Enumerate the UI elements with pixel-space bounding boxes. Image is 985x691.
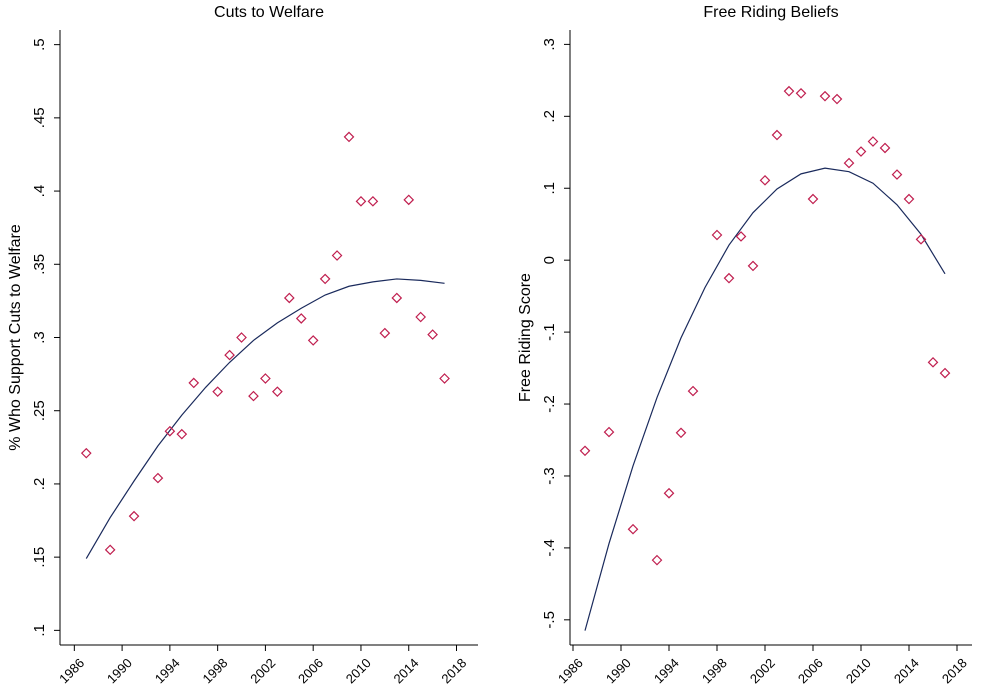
x-tick-label: 1998 bbox=[699, 655, 730, 686]
y-tick-label: .45 bbox=[31, 107, 48, 128]
point bbox=[427, 329, 438, 340]
point bbox=[735, 231, 747, 242]
point bbox=[212, 386, 223, 398]
point bbox=[343, 131, 355, 143]
y-tick-label: .3 bbox=[31, 331, 48, 344]
chart-title: Free Riding Beliefs bbox=[703, 4, 838, 21]
point bbox=[843, 157, 855, 169]
point bbox=[819, 90, 831, 102]
x-tick-label: 2002 bbox=[247, 655, 278, 686]
x-tick-label: 1994 bbox=[651, 655, 682, 686]
point bbox=[128, 510, 140, 522]
point bbox=[759, 174, 771, 186]
y-tick-label: -.4 bbox=[541, 539, 558, 557]
y-tick-label: -.2 bbox=[541, 395, 558, 413]
y-tick-label: .15 bbox=[31, 547, 48, 568]
point bbox=[915, 233, 927, 245]
point bbox=[771, 129, 783, 141]
point bbox=[939, 367, 951, 379]
point bbox=[651, 554, 663, 566]
point bbox=[355, 195, 367, 207]
point bbox=[783, 85, 795, 97]
point bbox=[879, 142, 891, 154]
y-axis-label: % Who Support Cuts to Welfare bbox=[7, 224, 24, 451]
y-tick-label: .2 bbox=[31, 478, 48, 491]
point bbox=[272, 386, 283, 398]
point bbox=[415, 311, 427, 323]
fit-line bbox=[584, 167, 946, 631]
point bbox=[260, 373, 271, 384]
y-axis-label: Free Riding Score bbox=[517, 273, 534, 402]
point bbox=[80, 447, 92, 459]
point bbox=[855, 146, 867, 157]
point bbox=[295, 313, 307, 324]
point bbox=[795, 87, 807, 99]
point bbox=[391, 292, 403, 304]
point bbox=[579, 445, 591, 457]
point bbox=[663, 487, 675, 499]
point bbox=[747, 260, 759, 272]
y-tick-label: .35 bbox=[31, 254, 48, 275]
x-tick-label: 2014 bbox=[391, 655, 422, 686]
y-tick-label: .1 bbox=[31, 624, 48, 637]
x-tick-label: 1994 bbox=[152, 655, 183, 686]
point bbox=[687, 385, 699, 397]
point bbox=[627, 523, 639, 535]
x-tick-label: 1998 bbox=[199, 655, 230, 686]
point bbox=[236, 332, 247, 343]
x-tick-label: 1986 bbox=[56, 655, 87, 686]
point bbox=[403, 194, 415, 206]
y-tick-label: .2 bbox=[541, 110, 558, 123]
point bbox=[439, 373, 450, 384]
y-tick-label: 0 bbox=[541, 256, 558, 264]
y-tick-label: .4 bbox=[31, 185, 48, 198]
x-tick-label: 1990 bbox=[104, 655, 135, 686]
chart-title: Cuts to Welfare bbox=[214, 4, 324, 21]
point bbox=[104, 544, 116, 556]
point bbox=[379, 327, 391, 339]
x-tick-label: 2002 bbox=[747, 655, 778, 686]
y-tick-label: .3 bbox=[541, 38, 558, 51]
y-tick-label: -.3 bbox=[541, 467, 558, 485]
point bbox=[224, 349, 235, 361]
point bbox=[831, 93, 843, 105]
point bbox=[307, 335, 319, 346]
point bbox=[723, 272, 735, 284]
point bbox=[711, 229, 723, 241]
point bbox=[164, 425, 176, 437]
x-tick-label: 2010 bbox=[843, 655, 874, 686]
y-tick-label: .25 bbox=[31, 400, 48, 421]
point bbox=[807, 193, 819, 205]
point bbox=[903, 193, 915, 205]
point bbox=[891, 169, 903, 180]
x-tick-label: 2006 bbox=[795, 655, 826, 686]
x-tick-label: 2010 bbox=[343, 655, 374, 686]
point bbox=[603, 426, 615, 438]
x-tick-label: 2014 bbox=[891, 655, 922, 686]
point bbox=[319, 273, 331, 285]
y-tick-label: -.5 bbox=[541, 611, 558, 629]
point bbox=[331, 250, 343, 261]
x-tick-label: 2006 bbox=[295, 655, 326, 686]
fit-line bbox=[85, 278, 445, 559]
point bbox=[675, 427, 687, 439]
y-tick-label: -.1 bbox=[541, 323, 558, 341]
x-tick-label: 2018 bbox=[939, 655, 970, 686]
y-tick-label: .5 bbox=[31, 38, 48, 51]
x-tick-label: 1986 bbox=[555, 655, 586, 686]
point bbox=[283, 292, 295, 304]
x-tick-label: 2018 bbox=[438, 655, 469, 686]
y-tick-label: .1 bbox=[541, 182, 558, 195]
point bbox=[367, 195, 379, 207]
point bbox=[248, 390, 259, 402]
point bbox=[188, 377, 200, 389]
point bbox=[176, 428, 188, 440]
point bbox=[927, 356, 939, 368]
point bbox=[867, 136, 879, 147]
point bbox=[152, 472, 164, 484]
x-tick-label: 1990 bbox=[603, 655, 634, 686]
